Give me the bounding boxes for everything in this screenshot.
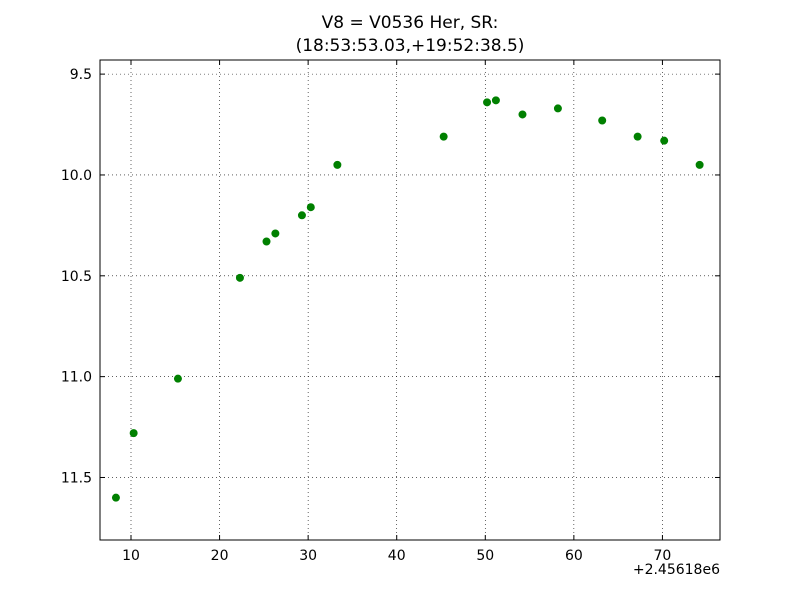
grid [100,60,720,540]
axis-tick-labels: 10 20 30 40 50 60 70 9.5 10.0 10.5 11.0 11.5 [61,67,672,564]
data-point [129,429,138,438]
plot-area-frame [99,59,721,541]
data-point [518,110,527,119]
data-point [633,132,642,141]
axis-ticks [100,60,720,540]
y-tick-label: 9.5 [70,67,92,83]
x-tick-label: 20 [211,548,229,564]
data-point [235,273,244,282]
y-tick-label: 11.0 [61,370,92,386]
y-tick-label: 10.0 [61,168,92,184]
data-points [111,96,704,502]
data-point [271,229,280,238]
x-tick-label: 10 [122,548,140,564]
x-tick-label: 70 [654,548,672,564]
x-tick-label: 50 [476,548,494,564]
data-point [262,237,271,246]
x-tick-label: 30 [299,548,317,564]
data-point [491,96,500,105]
y-tick-label: 11.5 [61,470,92,486]
y-tick-label: 10.5 [61,269,92,285]
data-point [553,104,562,113]
x-tick-label: 40 [388,548,406,564]
data-point [483,98,492,107]
data-point [306,203,315,212]
chart-title-line2: (18:53:53.03,+19:52:38.5) [296,36,525,56]
data-point [173,374,182,383]
data-point [111,493,120,502]
data-point [695,160,704,169]
chart-title-line1: V8 = V0536 Her, SR: [322,13,499,33]
data-point [598,116,607,125]
data-point [333,160,342,169]
data-point [439,132,448,141]
x-axis-offset-label: +2.45618e6 [633,562,720,578]
data-point [660,136,669,145]
x-tick-label: 60 [565,548,583,564]
data-point [297,211,306,220]
